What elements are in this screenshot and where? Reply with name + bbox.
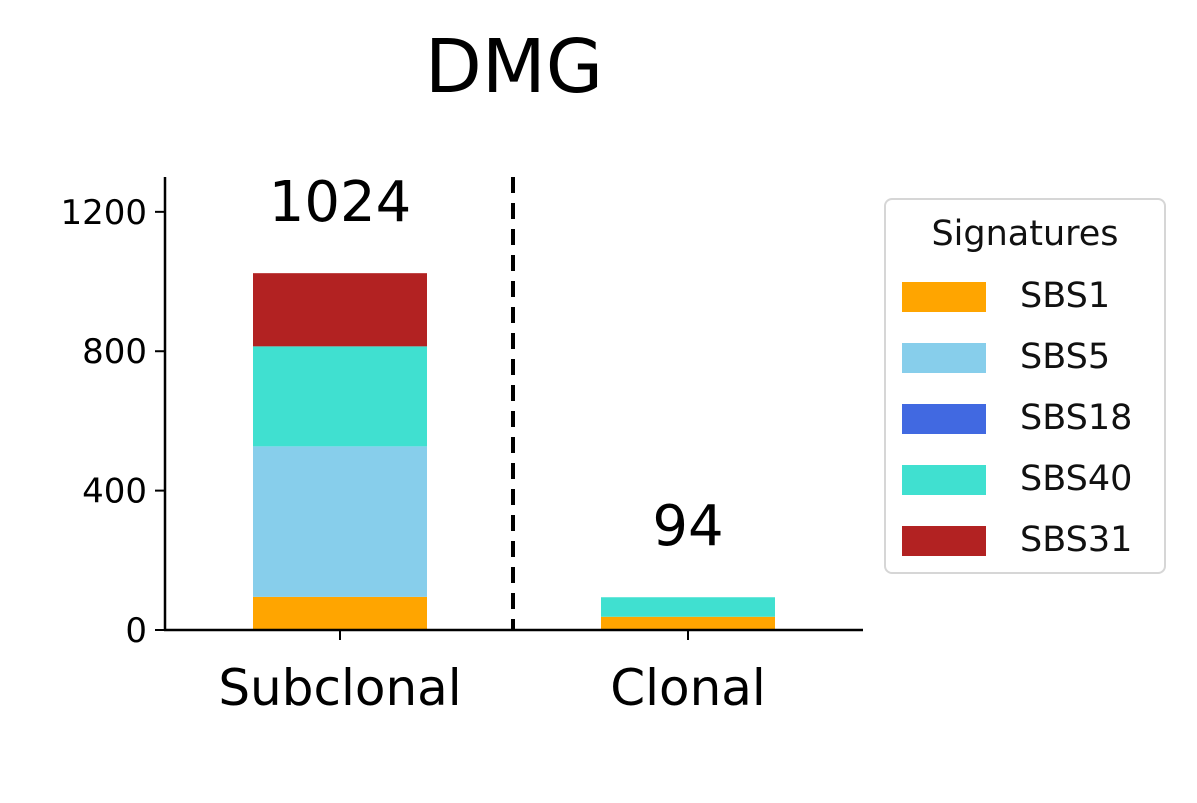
axes-group [155, 177, 863, 640]
legend-swatch [902, 465, 986, 495]
labels-group: 1024 Subclonal 94 Clonal 0 400 800 1200 [60, 170, 765, 717]
x-tick-label-subclonal: Subclonal [218, 659, 461, 717]
legend-label: SBS40 [1020, 459, 1133, 499]
x-tick-label-clonal: Clonal [610, 659, 766, 717]
y-tick-label: 800 [82, 332, 147, 372]
legend-title: Signatures [931, 214, 1119, 254]
bar-sbs31-subclonal [253, 273, 427, 347]
legend-label: SBS5 [1020, 337, 1111, 377]
legend-label: SBS31 [1020, 520, 1133, 560]
bar-sbs40-clonal [601, 597, 775, 617]
total-label-subclonal: 1024 [269, 170, 412, 235]
legend-swatch [902, 343, 986, 373]
legend: Signatures SBS1 SBS5 SBS18 SBS40 SBS31 [884, 198, 1166, 574]
legend-label: SBS1 [1020, 276, 1111, 316]
bar-sbs1-subclonal [253, 596, 427, 630]
y-tick-label: 0 [125, 611, 147, 651]
bar-sbs1-clonal [601, 616, 775, 630]
total-label-clonal: 94 [652, 494, 723, 559]
bar-sbs40-subclonal [253, 346, 427, 447]
bar-sbs5-subclonal [253, 446, 427, 597]
legend-item-sbs40: SBS40 [902, 459, 1162, 499]
legend-swatch [902, 526, 986, 556]
y-tick-label: 1200 [60, 193, 147, 233]
bars-group [253, 273, 775, 630]
legend-item-sbs18: SBS18 [902, 398, 1162, 438]
legend-swatch [902, 282, 986, 312]
legend-item-sbs31: SBS31 [902, 520, 1162, 560]
chart-title: DMG [425, 24, 603, 110]
y-tick-label: 400 [82, 472, 147, 512]
legend-item-sbs1: SBS1 [902, 276, 1162, 316]
legend-item-sbs5: SBS5 [902, 337, 1162, 377]
legend-swatch [902, 404, 986, 434]
legend-label: SBS18 [1020, 398, 1133, 438]
